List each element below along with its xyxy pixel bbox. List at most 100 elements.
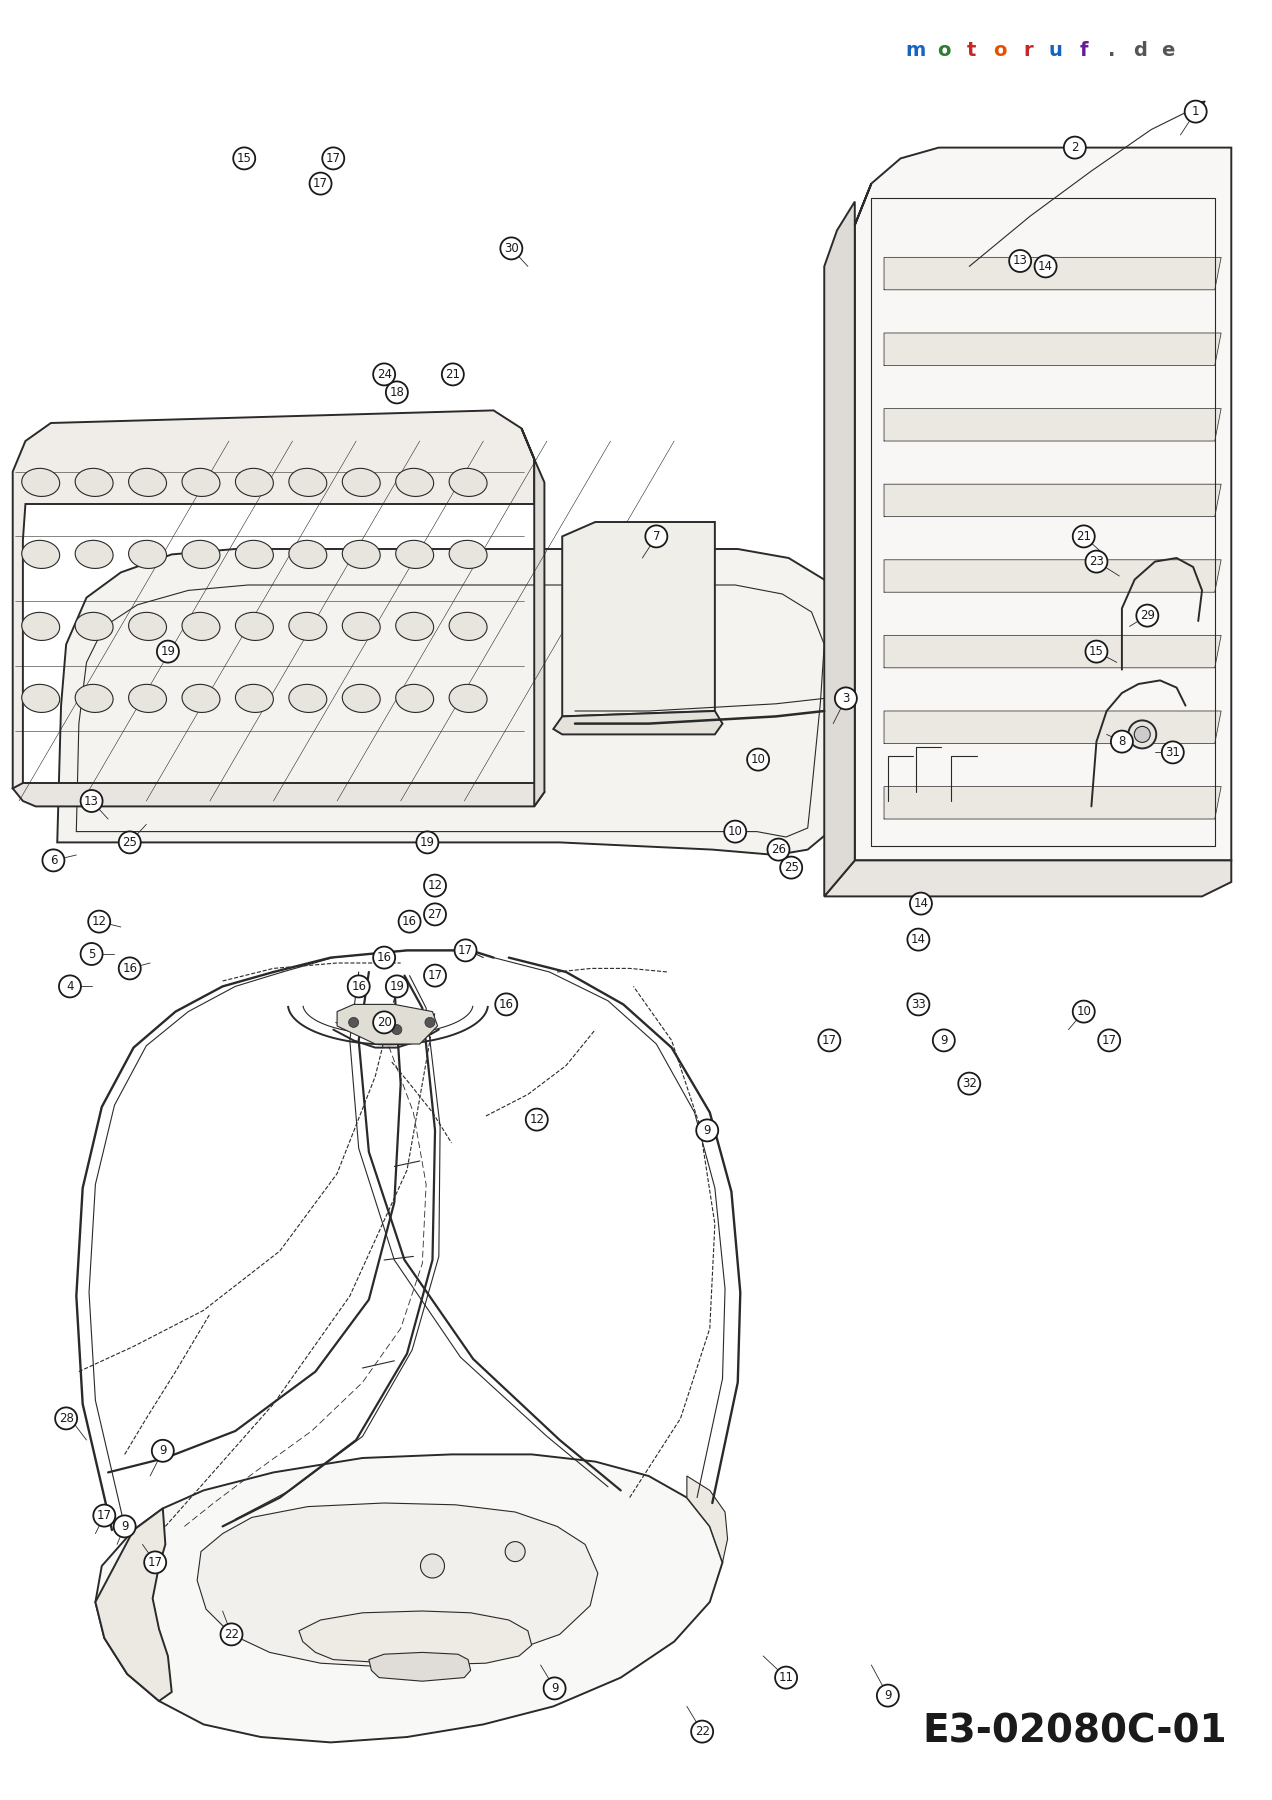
Circle shape bbox=[767, 839, 790, 860]
Ellipse shape bbox=[182, 468, 220, 497]
Ellipse shape bbox=[449, 684, 487, 713]
Text: o: o bbox=[937, 41, 950, 59]
Circle shape bbox=[42, 850, 65, 871]
Text: 9: 9 bbox=[121, 1519, 128, 1534]
Text: 14: 14 bbox=[911, 932, 926, 947]
Text: 9: 9 bbox=[703, 1123, 711, 1138]
Circle shape bbox=[543, 1678, 566, 1699]
Ellipse shape bbox=[182, 612, 220, 641]
Text: u: u bbox=[1049, 41, 1062, 59]
Circle shape bbox=[834, 688, 857, 709]
Text: 19: 19 bbox=[160, 644, 176, 659]
Circle shape bbox=[696, 1120, 719, 1141]
Ellipse shape bbox=[128, 612, 167, 641]
Text: 7: 7 bbox=[653, 529, 660, 544]
Circle shape bbox=[347, 976, 370, 997]
Polygon shape bbox=[884, 257, 1221, 290]
Text: r: r bbox=[1023, 41, 1033, 59]
Polygon shape bbox=[553, 711, 722, 734]
Circle shape bbox=[1098, 1030, 1121, 1051]
Text: 31: 31 bbox=[1165, 745, 1180, 760]
Polygon shape bbox=[687, 1476, 728, 1562]
Text: 25: 25 bbox=[784, 860, 799, 875]
Polygon shape bbox=[884, 635, 1221, 668]
Circle shape bbox=[424, 875, 446, 896]
Circle shape bbox=[1161, 742, 1184, 763]
Text: 10: 10 bbox=[750, 752, 766, 767]
Circle shape bbox=[373, 1012, 396, 1033]
Circle shape bbox=[1136, 605, 1159, 626]
Ellipse shape bbox=[182, 684, 220, 713]
Ellipse shape bbox=[449, 468, 487, 497]
Text: d: d bbox=[1133, 41, 1146, 59]
Circle shape bbox=[1085, 551, 1108, 572]
Ellipse shape bbox=[235, 540, 273, 569]
Ellipse shape bbox=[75, 684, 113, 713]
Circle shape bbox=[424, 904, 446, 925]
Circle shape bbox=[1009, 250, 1032, 272]
Text: t: t bbox=[967, 41, 977, 59]
Text: 33: 33 bbox=[911, 997, 926, 1012]
Polygon shape bbox=[522, 428, 544, 806]
Text: 3: 3 bbox=[842, 691, 850, 706]
Ellipse shape bbox=[342, 684, 380, 713]
Ellipse shape bbox=[396, 684, 434, 713]
Polygon shape bbox=[562, 522, 715, 716]
Text: 9: 9 bbox=[159, 1444, 167, 1458]
Circle shape bbox=[1135, 727, 1150, 742]
Text: 4: 4 bbox=[66, 979, 74, 994]
Text: 22: 22 bbox=[224, 1627, 239, 1642]
Circle shape bbox=[385, 976, 408, 997]
Circle shape bbox=[454, 940, 477, 961]
Text: f: f bbox=[1080, 41, 1088, 59]
Text: 15: 15 bbox=[237, 151, 252, 166]
Circle shape bbox=[1072, 526, 1095, 547]
Text: 11: 11 bbox=[778, 1670, 794, 1685]
Text: 15: 15 bbox=[1089, 644, 1104, 659]
Text: 19: 19 bbox=[420, 835, 435, 850]
Circle shape bbox=[80, 790, 103, 812]
Circle shape bbox=[500, 238, 523, 259]
Circle shape bbox=[220, 1624, 243, 1645]
Circle shape bbox=[322, 148, 345, 169]
Circle shape bbox=[113, 1516, 136, 1537]
Text: E3-02080C-01: E3-02080C-01 bbox=[922, 1712, 1227, 1751]
Text: 12: 12 bbox=[92, 914, 107, 929]
Ellipse shape bbox=[75, 540, 113, 569]
Polygon shape bbox=[13, 410, 534, 788]
Text: 26: 26 bbox=[771, 842, 786, 857]
Ellipse shape bbox=[182, 540, 220, 569]
Text: 17: 17 bbox=[313, 176, 328, 191]
Circle shape bbox=[505, 1541, 525, 1562]
Circle shape bbox=[118, 832, 141, 853]
Polygon shape bbox=[299, 1611, 532, 1665]
Text: 16: 16 bbox=[499, 997, 514, 1012]
Circle shape bbox=[441, 364, 464, 385]
Circle shape bbox=[876, 1685, 899, 1706]
Text: 19: 19 bbox=[389, 979, 404, 994]
Circle shape bbox=[818, 1030, 841, 1051]
Text: 12: 12 bbox=[427, 878, 443, 893]
Polygon shape bbox=[824, 184, 871, 896]
Ellipse shape bbox=[128, 684, 167, 713]
Circle shape bbox=[747, 749, 770, 770]
Ellipse shape bbox=[396, 612, 434, 641]
Circle shape bbox=[151, 1440, 174, 1462]
Text: 32: 32 bbox=[962, 1076, 977, 1091]
Text: m: m bbox=[906, 41, 926, 59]
Circle shape bbox=[932, 1030, 955, 1051]
Text: 17: 17 bbox=[326, 151, 341, 166]
Text: 22: 22 bbox=[695, 1724, 710, 1739]
Ellipse shape bbox=[22, 468, 60, 497]
Ellipse shape bbox=[342, 468, 380, 497]
Circle shape bbox=[645, 526, 668, 547]
Text: o: o bbox=[993, 41, 1006, 59]
Circle shape bbox=[724, 821, 747, 842]
Circle shape bbox=[233, 148, 256, 169]
Text: .: . bbox=[1108, 41, 1116, 59]
Circle shape bbox=[93, 1505, 116, 1526]
Text: 16: 16 bbox=[122, 961, 137, 976]
Text: 23: 23 bbox=[1089, 554, 1104, 569]
Text: 17: 17 bbox=[427, 968, 443, 983]
Polygon shape bbox=[13, 783, 544, 806]
